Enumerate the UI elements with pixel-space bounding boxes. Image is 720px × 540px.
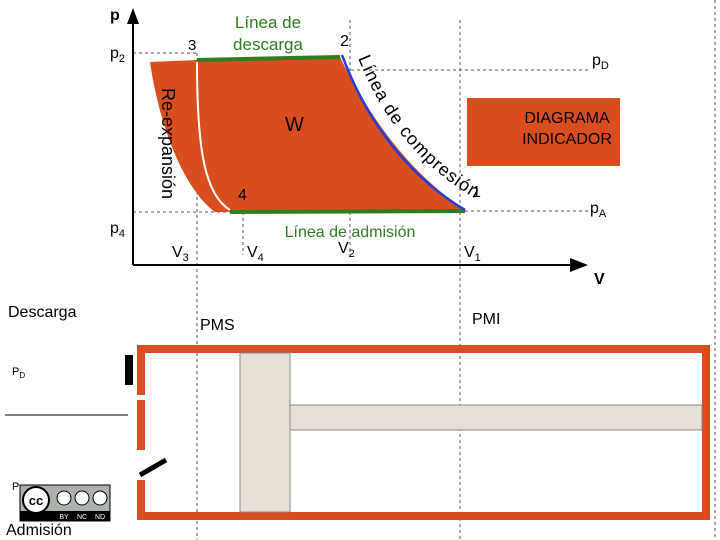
discharge-valve [125,355,133,385]
work-label: W [285,114,304,136]
indicator-box [467,98,620,166]
admission-line-label: Línea de admisión [285,224,416,241]
piston [239,352,291,513]
admission-line [229,209,466,214]
point-4: 4 [238,187,247,204]
discharge-line [196,55,341,62]
admission-valve [138,457,168,478]
pd-label: pD [592,52,609,72]
license-badge: cc BY NC ND [19,484,111,522]
v3-label: V3 [172,244,189,264]
reexpansion-curve [196,61,231,211]
pms-label: PMS [200,317,235,334]
cyl-pd-label: PD [12,366,25,380]
y-label: p [110,7,120,24]
point-1: 1 [472,184,481,201]
pa-label: pA [590,200,607,220]
cylinder [137,345,710,520]
v4-label: V4 [247,244,264,264]
x-arrow [570,258,588,272]
v1-label: V1 [464,244,481,264]
x-label: V [594,271,605,288]
discharge-line-label: Línea de descarga [233,13,303,54]
admission-label: Admisión [6,522,72,539]
discharge-label: Descarga [8,304,77,321]
license-cc: cc [29,493,43,508]
rod [289,404,703,431]
pmi-label: PMI [472,311,500,328]
compression-curve [340,54,466,212]
p2-label: p2 [110,45,125,65]
work-area [150,57,465,212]
p4-label: p4 [110,220,125,240]
point-3: 3 [188,37,196,54]
license-term: ND [95,514,105,521]
license-term: NC [77,514,87,521]
guides [133,0,716,540]
box-label: DIAGRAMA INDICADOR [522,110,612,148]
reexpansion-label: Re-expansión [158,88,178,199]
y-arrow [127,8,139,24]
point-2: 2 [340,33,349,50]
license-term: BY [59,514,69,521]
v2-label: V2 [338,240,355,260]
